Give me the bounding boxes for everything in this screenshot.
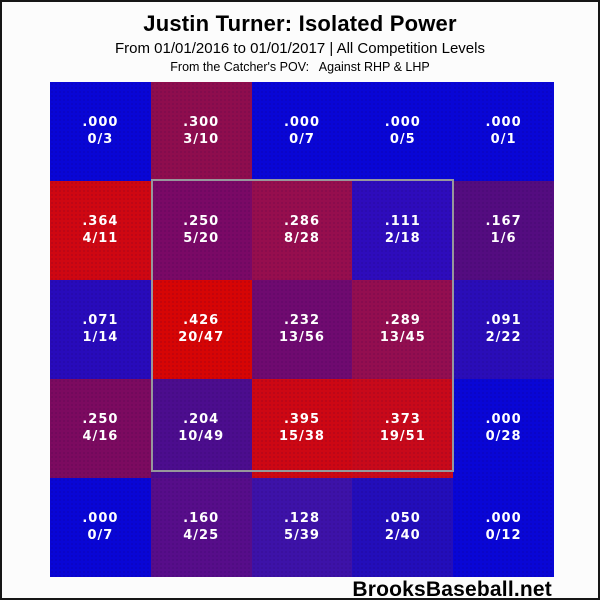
heatmap-cell-r2c4: .111 2/18 xyxy=(352,181,454,280)
iso-value: .000 xyxy=(384,114,421,130)
attempt-ratio: 0/3 xyxy=(87,131,114,147)
attempt-ratio: 0/7 xyxy=(87,527,114,543)
heatmap-cell-r3c3: .232 13/56 xyxy=(251,280,353,379)
attempt-ratio: 0/28 xyxy=(485,428,522,444)
iso-value: .373 xyxy=(384,411,421,427)
heatmap-cell-r4c4: .373 19/51 xyxy=(352,379,454,478)
attempt-ratio: 13/56 xyxy=(279,329,325,345)
brooksbaseball-brand: BrooksBaseball.net xyxy=(352,578,552,600)
heatmap-cell-r5c5: .000 0/12 xyxy=(453,478,554,577)
attempt-ratio: 20/47 xyxy=(178,329,225,345)
heatmap-cell-r2c5: .167 1/6 xyxy=(453,181,554,280)
heatmap-cell-r3c2: .426 20/47 xyxy=(150,280,252,379)
iso-value: .050 xyxy=(384,510,421,526)
attempt-ratio: 10/49 xyxy=(178,428,225,444)
heatmap-cell-r1c5: .000 0/1 xyxy=(453,82,554,181)
iso-value: .395 xyxy=(283,411,321,427)
attempt-ratio: 2/18 xyxy=(384,230,421,246)
iso-value: .000 xyxy=(82,114,119,130)
heatmap-cell-r3c5: .091 2/22 xyxy=(453,280,554,379)
attempt-ratio: 4/11 xyxy=(82,230,119,246)
attempt-ratio: 2/22 xyxy=(485,329,522,345)
iso-value: .250 xyxy=(82,411,119,427)
attempt-ratio: 4/25 xyxy=(183,527,220,543)
iso-value: .167 xyxy=(485,213,522,229)
heatmap-cell-r2c3: .286 8/28 xyxy=(251,181,353,280)
isolated-power-heatmap: .000 0/3.300 3/10.000 0/7.000 0/5.000 0/1.364… xyxy=(50,82,554,577)
iso-value: .000 xyxy=(283,114,321,130)
page-title: Justin Turner: Isolated Power xyxy=(143,11,457,36)
iso-value: .000 xyxy=(82,510,119,526)
heatmap-cell-r5c1: .000 0/7 xyxy=(50,478,151,577)
heatmap-cell-r1c2: .300 3/10 xyxy=(150,82,252,181)
heatmap-cell-r1c3: .000 0/7 xyxy=(251,82,353,181)
iso-value: .000 xyxy=(485,114,522,130)
attempt-ratio: 0/1 xyxy=(490,131,517,147)
iso-value: .426 xyxy=(183,312,220,328)
attempt-ratio: 5/20 xyxy=(183,230,220,246)
attempt-ratio: 1/14 xyxy=(82,329,119,345)
attempt-ratio: 19/51 xyxy=(379,428,426,444)
iso-value: .250 xyxy=(183,213,220,229)
iso-value: .364 xyxy=(82,213,119,229)
heatmap-cell-r4c2: .204 10/49 xyxy=(150,379,252,478)
heatmap-cell-r4c3: .395 15/38 xyxy=(251,379,353,478)
heatmap-cell-r4c1: .250 4/16 xyxy=(50,379,151,478)
iso-value: .300 xyxy=(183,114,220,130)
iso-value: .286 xyxy=(283,213,321,229)
iso-value: .289 xyxy=(384,312,421,328)
attempt-ratio: 4/16 xyxy=(82,428,119,444)
attempt-ratio: 8/28 xyxy=(284,230,320,246)
heatmap-cell-r5c4: .050 2/40 xyxy=(352,478,454,577)
heatmap-cell-r3c4: .289 13/45 xyxy=(352,280,454,379)
iso-value: .160 xyxy=(183,510,220,526)
attempt-ratio: 3/10 xyxy=(183,131,220,147)
pov-line: From the Catcher's POV: Against RHP & LH… xyxy=(170,60,430,74)
iso-value: .000 xyxy=(485,411,522,427)
attempt-ratio: 2/40 xyxy=(384,527,421,543)
page-subtitle: From 01/01/2016 to 01/01/2017 | All Comp… xyxy=(115,40,485,57)
attempt-ratio: 15/38 xyxy=(279,428,325,444)
attempt-ratio: 0/12 xyxy=(485,527,522,543)
attempt-ratio: 5/39 xyxy=(284,527,320,543)
attempt-ratio: 1/6 xyxy=(490,230,517,246)
iso-value: .128 xyxy=(283,510,321,526)
heatmap-cell-r1c1: .000 0/3 xyxy=(50,82,151,181)
heatmap-cell-r2c2: .250 5/20 xyxy=(150,181,252,280)
heatmap-cell-r1c4: .000 0/5 xyxy=(352,82,454,181)
attempt-ratio: 13/45 xyxy=(379,329,426,345)
iso-value: .091 xyxy=(485,312,522,328)
iso-value: .000 xyxy=(485,510,522,526)
iso-value: .204 xyxy=(183,411,220,427)
iso-value: .111 xyxy=(384,213,421,229)
heatmap-cell-r5c2: .160 4/25 xyxy=(150,478,252,577)
heatmap-cell-r2c1: .364 4/11 xyxy=(50,181,151,280)
iso-value: .071 xyxy=(82,312,119,328)
heatmap-cell-r5c3: .128 5/39 xyxy=(251,478,353,577)
attempt-ratio: 0/7 xyxy=(289,131,315,147)
iso-value: .232 xyxy=(283,312,321,328)
attempt-ratio: 0/5 xyxy=(389,131,416,147)
chart-header: Justin Turner: Isolated Power From 01/01… xyxy=(2,2,598,74)
heatmap-cell-r3c1: .071 1/14 xyxy=(50,280,151,379)
heatmap-cell-r4c5: .000 0/28 xyxy=(453,379,554,478)
